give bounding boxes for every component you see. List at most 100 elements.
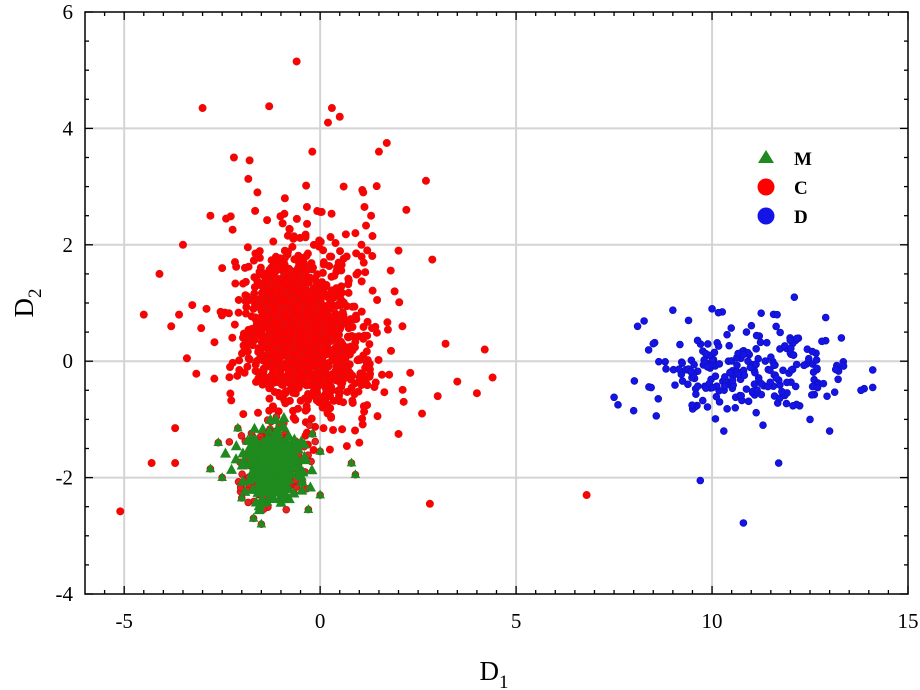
series-m-point xyxy=(213,437,224,447)
series-m-point xyxy=(275,439,287,450)
series-c-point xyxy=(373,296,382,305)
series-c-point xyxy=(260,269,269,278)
series-m-point xyxy=(236,459,248,470)
series-c-point xyxy=(281,296,290,305)
series-d-point xyxy=(790,293,799,301)
y-axis-tick-labels: -4 -2 0 2 4 6 xyxy=(56,0,74,606)
series-c-point xyxy=(283,231,292,240)
series-c-point xyxy=(343,332,352,341)
series-d-point xyxy=(754,354,762,363)
series-m-point xyxy=(246,447,258,459)
series-d-point xyxy=(752,345,760,353)
series-c-point xyxy=(276,212,285,221)
series-d-point xyxy=(696,476,705,485)
series-d-point xyxy=(808,382,817,391)
series-c-point xyxy=(359,188,368,197)
series-m-point xyxy=(205,463,216,473)
series-d-point xyxy=(752,331,761,340)
series-c-point xyxy=(342,252,351,261)
series-m-point xyxy=(257,454,269,465)
series-m-point xyxy=(298,438,310,449)
series-m-outline-point xyxy=(244,498,252,507)
series-m-point xyxy=(248,422,260,433)
series-c-point xyxy=(270,376,279,385)
series-c-point xyxy=(390,287,399,296)
series-c-point xyxy=(292,214,301,223)
series-d-point xyxy=(744,397,753,406)
series-c-point xyxy=(245,156,254,165)
series-c-point xyxy=(222,214,231,223)
series-m-outline-point xyxy=(305,421,314,430)
series-c-point xyxy=(321,301,330,310)
series-d-point xyxy=(772,374,781,382)
series-c-point xyxy=(326,392,335,401)
series-c-point xyxy=(315,375,324,384)
series-d-point xyxy=(752,408,760,417)
series-c-point xyxy=(453,377,462,386)
series-c-point xyxy=(302,202,311,211)
series-c-point xyxy=(243,362,252,371)
series-c-point xyxy=(241,291,250,300)
series-c-point xyxy=(248,334,257,343)
series-m-point xyxy=(350,469,361,479)
series-d-point xyxy=(818,337,826,346)
series-m-point xyxy=(237,447,249,458)
series-c-point xyxy=(363,331,372,340)
series-d-point xyxy=(772,322,780,331)
series-c-point xyxy=(472,389,481,398)
series-c-point xyxy=(336,323,345,332)
series-c-point xyxy=(380,388,389,397)
series-c-point xyxy=(335,112,344,121)
series-d-point xyxy=(787,344,795,353)
series-c-point xyxy=(206,211,215,220)
series-c-point xyxy=(374,147,383,156)
series-m-point xyxy=(285,444,297,455)
series-c-point xyxy=(281,273,290,282)
series-c-point xyxy=(299,285,308,294)
series-c-point xyxy=(338,378,347,387)
plot-area-frame xyxy=(84,11,909,595)
series-c-point xyxy=(352,270,361,279)
y-tick-label: 4 xyxy=(63,116,74,140)
series-c-point xyxy=(243,243,252,252)
series-m-point xyxy=(246,466,258,477)
series-c-point xyxy=(277,380,286,389)
series-d-point xyxy=(649,339,658,348)
series-c-point xyxy=(116,507,125,516)
series-c-point xyxy=(378,370,387,379)
series-c-point xyxy=(302,272,311,281)
series-c-point xyxy=(227,396,236,405)
series-c-point xyxy=(311,334,320,343)
series-c-point xyxy=(336,301,345,310)
series-c-point xyxy=(270,317,279,326)
series-c-point xyxy=(344,360,353,369)
series-c-point xyxy=(155,269,164,278)
series-d-point xyxy=(610,393,618,402)
series-d-point xyxy=(773,310,781,319)
series-m-point xyxy=(277,491,289,502)
series-c-point xyxy=(281,387,290,396)
series-m-point xyxy=(282,439,294,450)
series-d-point xyxy=(763,338,771,347)
series-c-point xyxy=(319,364,328,373)
series-c-point xyxy=(229,153,238,162)
series-c-point xyxy=(398,322,407,331)
x-tick-label: 0 xyxy=(315,609,326,633)
series-m-point xyxy=(278,421,290,432)
series-c-point xyxy=(295,381,304,390)
series-c-point xyxy=(233,371,242,380)
series-c-point xyxy=(281,329,290,338)
series-c-point xyxy=(368,286,377,295)
series-d-point xyxy=(757,309,765,318)
series-c-point xyxy=(336,290,345,299)
series-c-point xyxy=(263,216,272,225)
series-c-point xyxy=(268,338,277,347)
series-c-point xyxy=(293,374,302,383)
series-c-point xyxy=(305,380,314,389)
series-c-point xyxy=(318,268,327,277)
series-c-point xyxy=(242,303,251,312)
series-c-point xyxy=(488,373,497,382)
series-d-point xyxy=(662,365,670,373)
series-c-point xyxy=(300,265,309,274)
